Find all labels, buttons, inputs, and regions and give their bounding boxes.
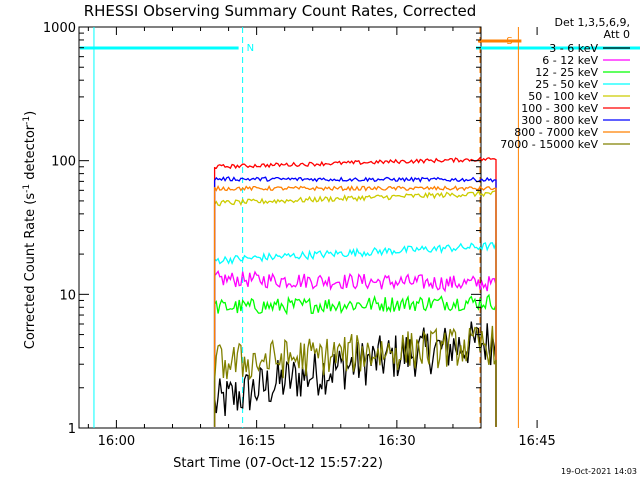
series-line bbox=[213, 321, 497, 427]
series-line bbox=[213, 184, 497, 427]
y-axis-label: Corrected Count Rate (s-1 detector-1) bbox=[22, 111, 38, 349]
night-label: N bbox=[247, 43, 254, 54]
plot-frame bbox=[78, 26, 482, 429]
x-tick-label: 16:00 bbox=[98, 434, 135, 449]
chart-title: RHESSI Observing Summary Count Rates, Co… bbox=[84, 2, 477, 20]
series-line bbox=[213, 293, 497, 427]
x-tick-label: 16:45 bbox=[518, 434, 555, 449]
series-line bbox=[213, 189, 497, 427]
saa-label: S bbox=[506, 36, 512, 47]
series-line bbox=[213, 242, 497, 427]
legend-entry: 25 - 50 keV bbox=[535, 78, 598, 91]
legend-entry: 3 - 6 keV bbox=[549, 42, 598, 55]
legend-header: Att 0 bbox=[604, 28, 630, 41]
timestamp: 19-Oct-2021 14:03 bbox=[561, 467, 637, 476]
series-line bbox=[213, 156, 497, 427]
legend-entry: 7000 - 15000 keV bbox=[500, 138, 598, 151]
legend-entry: 12 - 25 keV bbox=[535, 66, 598, 79]
series-group bbox=[213, 156, 497, 427]
x-axis-label: Start Time (07-Oct-12 15:57:22) bbox=[173, 456, 383, 471]
legend-entry: 800 - 7000 keV bbox=[514, 126, 598, 139]
series-line bbox=[213, 325, 497, 427]
observing-markers: NS bbox=[80, 27, 640, 428]
x-tick-label: 16:15 bbox=[238, 434, 275, 449]
plot-border bbox=[78, 26, 482, 429]
x-tick-label: 16:30 bbox=[378, 434, 415, 449]
y-tick-label: 1000 bbox=[43, 21, 76, 36]
y-tick-label: 10 bbox=[59, 288, 76, 303]
series-line bbox=[213, 176, 497, 427]
y-axis: 1 10 100 1000 bbox=[43, 21, 481, 437]
legend-entry: 6 - 12 keV bbox=[542, 54, 598, 67]
series-line bbox=[213, 269, 497, 427]
y-tick-label: 1 bbox=[68, 422, 76, 437]
y-tick-label: 100 bbox=[51, 155, 76, 170]
legend-entry: 300 - 800 keV bbox=[521, 114, 598, 127]
legend-entry: 50 - 100 keV bbox=[528, 90, 598, 103]
legend-header: Det 1,3,5,6,9, bbox=[554, 16, 630, 29]
legend-entry: 100 - 300 keV bbox=[521, 102, 598, 115]
